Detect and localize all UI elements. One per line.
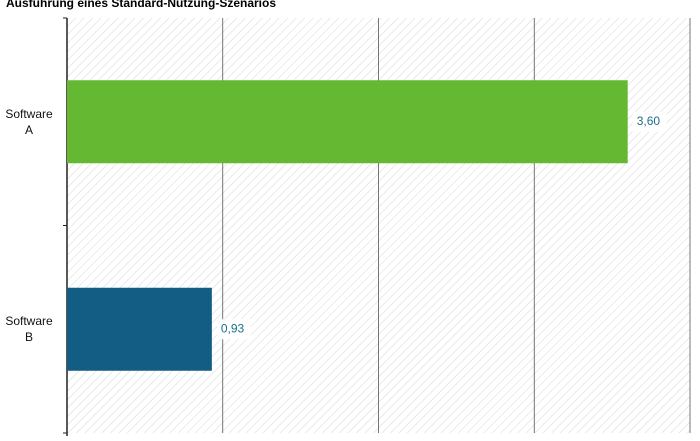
value-label: 3,60: [637, 114, 661, 128]
category-label: Software B: [5, 314, 53, 345]
chart-title: Ausführung eines Standard-Nutzung-Szenar…: [6, 0, 276, 10]
bar: [67, 287, 212, 371]
value-label-bg: [632, 111, 667, 132]
value-label: 0,93: [221, 321, 245, 335]
category-label: Software A: [5, 106, 53, 137]
value-label-bg: [216, 319, 251, 340]
bar: [67, 80, 628, 164]
